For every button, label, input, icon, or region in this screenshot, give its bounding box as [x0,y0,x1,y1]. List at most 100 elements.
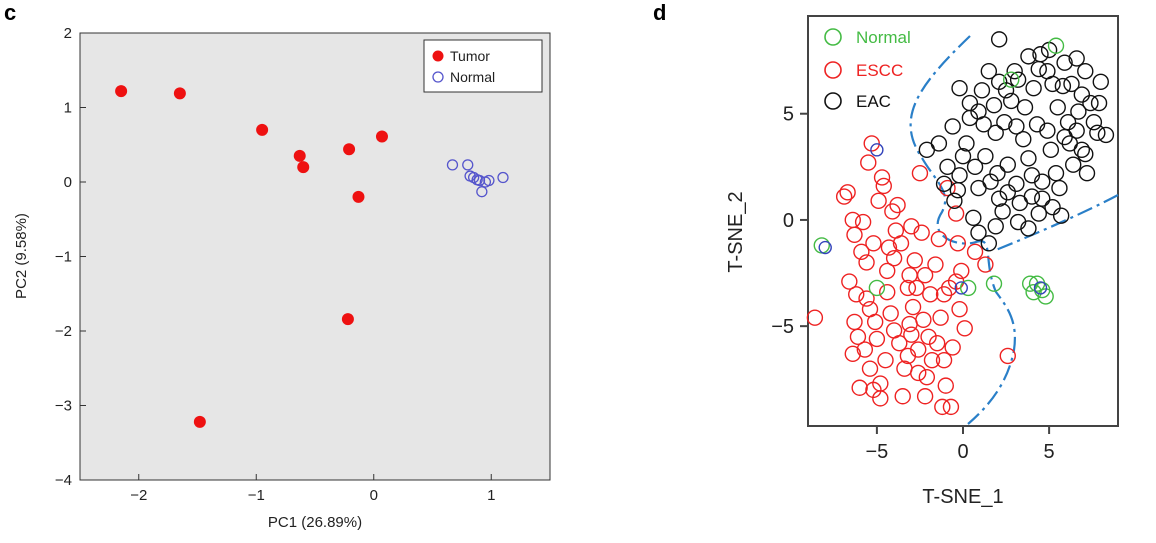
panel-c-x-tick-label: 0 [370,487,378,504]
eac-point [990,31,1008,48]
escc-point [889,196,906,214]
decision-boundary-right [995,194,1119,252]
escc-point [877,351,894,369]
eac-point [1092,73,1109,91]
escc-point [944,339,961,356]
escc-point [916,266,934,284]
escc-point [865,381,882,399]
eac-point [987,218,1004,235]
escc-point [879,262,896,280]
decision-boundary-left [909,35,1016,425]
eac-point [1090,94,1108,112]
eac-point [1020,150,1037,167]
normal-point [985,275,1003,292]
panel-c-y-tick-label: −1 [55,249,72,266]
escc-point [880,239,898,256]
escc-point [927,256,944,273]
eac-point [1078,165,1096,182]
eac-point [990,190,1008,207]
escc-point [887,222,905,239]
eac-point [999,156,1016,173]
panel-d-x-label: T-SNE_1 [922,486,1003,508]
eac-point [965,209,982,227]
legend-tumor-label: Tumor [450,48,490,64]
eac-point [1025,80,1042,97]
tumor-point [352,190,365,203]
eac-point [1047,165,1065,182]
escc-point [977,256,994,273]
panel-c-y-tick-label: 2 [64,25,72,42]
tumor-point [173,87,186,100]
panel-c-points [115,85,509,428]
tumor-point [256,123,269,136]
escc-point [858,290,875,307]
eac-point [939,158,956,176]
eac-point [1089,124,1106,142]
eac-point [949,181,967,199]
panel-c-plot-area [79,32,551,481]
tumor-point [341,313,354,326]
escc-point [966,243,984,261]
escc-point [904,298,922,316]
escc-point [835,188,853,205]
escc-point [873,169,891,186]
eac-point [1020,48,1037,65]
eac-point [1006,63,1023,80]
escc-point [935,286,953,303]
tumor-point [343,143,356,156]
escc-point [891,334,908,352]
panel-c-y-tick-label: 0 [64,174,72,191]
eac-point [1042,141,1060,159]
normal-point [471,174,483,186]
escc-point [865,235,882,252]
eac-point [946,192,963,210]
eac-point [997,82,1015,99]
panel-d-x-tick-label: −5 [865,441,888,463]
panel-c-y-tick-label: −2 [55,323,72,340]
eac-point [954,148,972,165]
eac-point [1009,71,1027,88]
eac-point [970,103,987,120]
escc-point [918,368,936,386]
escc-point [899,347,917,365]
legend-tumor-marker [432,50,444,62]
escc-point [953,262,970,280]
panel-d-plot-area [807,15,1119,427]
overlap-point [954,281,968,295]
panel-c-legend-box [423,39,543,93]
eac-point [1030,60,1047,78]
escc-point [875,177,892,195]
eac-point [1049,99,1066,116]
escc-point [910,364,927,382]
eac-point [1077,145,1094,163]
panel-d-y-tick-label: 0 [783,210,794,232]
overlap-point [1033,281,1048,295]
panel-d: d −5 0 5 5 0 −5 Normal ESCC EAC T-SNE_1 T-SNE… [653,0,1119,508]
normal-point [1037,288,1054,305]
eac-point [973,82,991,99]
panel-d-y-tick-label: 5 [783,104,794,126]
panel-d-legend: Normal ESCC EAC [824,28,911,111]
eac-point [1016,99,1034,116]
eac-point [987,124,1004,142]
escc-point [903,218,920,235]
eac-point [1023,188,1041,205]
legend-normal-label: Normal [450,69,495,85]
escc-point [937,377,954,394]
escc-point [935,351,953,369]
escc-point [841,273,858,290]
normal-point [476,186,488,198]
normal-point [1003,71,1020,88]
normal-point [1047,37,1065,54]
eac-point [1056,54,1073,71]
normal-point [959,279,977,297]
escc-point [868,330,886,348]
eac-point [1077,63,1094,80]
escc-point [856,341,874,358]
eac-point [1008,175,1025,193]
escc-point [956,320,973,337]
legend-normal-label: Normal [856,28,911,47]
panel-c: c −2 −1 0 1 2 1 0 −1 −2 −3 −4 Tumor Normal PC1 (26… [4,0,551,531]
escc-point [882,305,899,322]
escc-point [885,249,903,267]
